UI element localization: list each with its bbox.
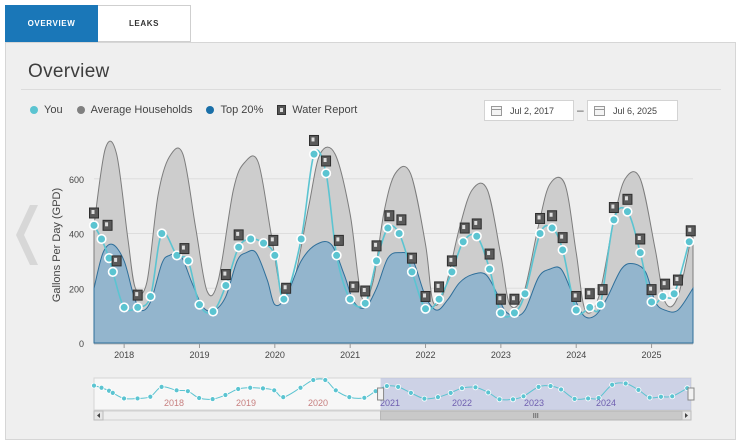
legend-label: Top 20% (220, 104, 264, 116)
legend-label: You (44, 104, 63, 116)
start-date-input[interactable]: Jul 2, 2017 (484, 100, 574, 121)
end-date-input[interactable]: Jul 6, 2025 (587, 100, 678, 121)
legend-you[interactable]: You (30, 104, 63, 116)
start-date-value: Jul 2, 2017 (510, 105, 555, 116)
legend-top-20[interactable]: Top 20% (206, 104, 263, 116)
legend-water-report[interactable]: Water Report (277, 104, 357, 116)
page-title: Overview (28, 61, 110, 82)
legend-label: Average Households (90, 104, 193, 116)
end-date-value: Jul 6, 2025 (613, 105, 658, 116)
chart-prev-arrow-icon[interactable] (16, 205, 40, 265)
tab-leaks[interactable]: LEAKS (98, 5, 191, 42)
legend-label: Water Report (292, 104, 358, 116)
legend-average-households[interactable]: Average Households (76, 104, 193, 116)
water-report-icon (277, 105, 287, 115)
you-marker-icon (30, 106, 38, 114)
chart-legend: You Average Households Top 20% Water Rep… (30, 104, 371, 116)
divider (21, 89, 721, 90)
tab-bar: OVERVIEW LEAKS (5, 5, 191, 42)
date-separator: – (577, 103, 584, 117)
calendar-icon (594, 105, 605, 116)
average-marker-icon (76, 106, 85, 114)
calendar-icon (491, 105, 502, 116)
top20-marker-icon (206, 106, 215, 114)
tab-overview[interactable]: OVERVIEW (5, 5, 98, 42)
